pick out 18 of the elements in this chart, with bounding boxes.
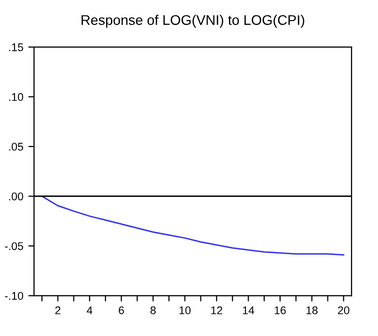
x-tick-label: 20 [338, 306, 350, 314]
x-tick-label: 16 [274, 306, 286, 314]
x-tick-label: 12 [211, 306, 222, 314]
y-tick-label: -.10 [4, 292, 24, 300]
chart-title: Response of LOG(VNI) to LOG(CPI) [82, 14, 304, 28]
y-tick-label: .15 [9, 43, 24, 52]
y-tick-label: -.05 [4, 242, 24, 250]
x-tick-label: 14 [243, 306, 254, 314]
x-tick-label: 8 [150, 306, 156, 314]
y-tick-label: .05 [9, 142, 24, 151]
y-tick-label: .00 [9, 192, 24, 200]
x-tick-label: 2 [55, 306, 60, 314]
x-tick-label: 6 [118, 306, 124, 314]
x-tick-label: 18 [306, 306, 318, 314]
x-tick-label: 10 [180, 306, 191, 314]
x-tick-label: 4 [86, 306, 92, 314]
line-series [41, 196, 344, 256]
y-tick-label: .10 [9, 93, 24, 101]
